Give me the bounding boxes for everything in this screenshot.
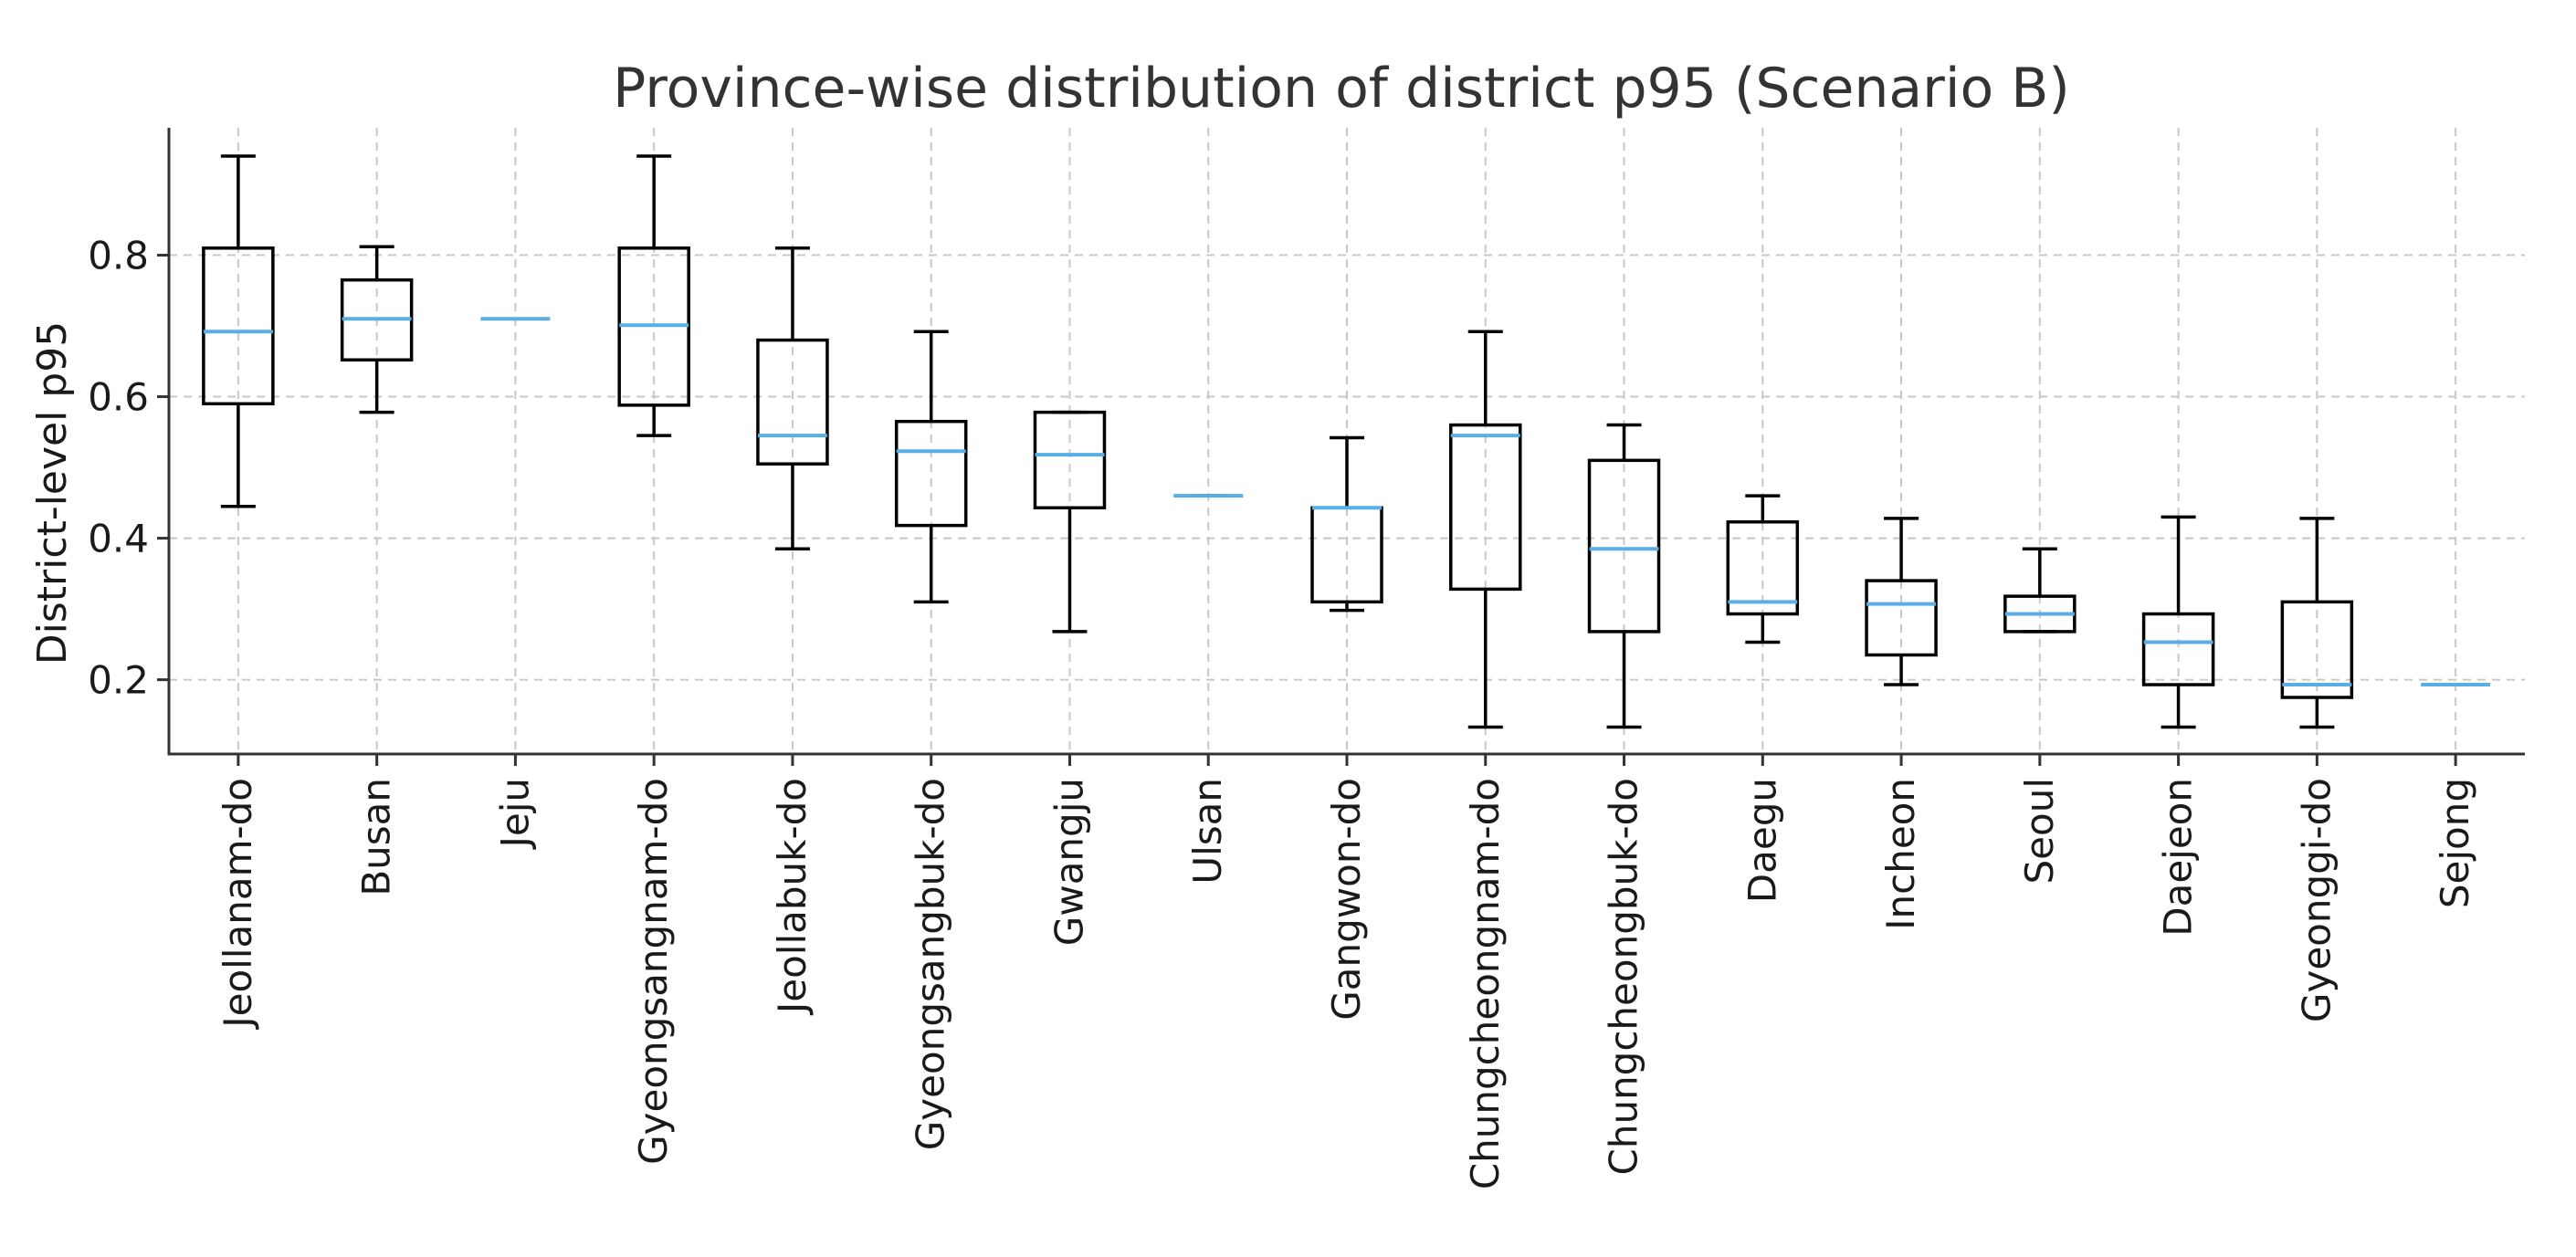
y-tick-label: 0.2 xyxy=(88,658,149,703)
x-tick-label: Ulsan xyxy=(1185,778,1230,885)
iqr-box xyxy=(1033,410,1107,510)
x-tick-label: Gangwon-do xyxy=(1324,778,1369,1021)
box-jeollanam-do xyxy=(202,154,275,508)
box-layer xyxy=(202,154,2491,729)
box-gwangju xyxy=(1033,410,1107,634)
iqr-box xyxy=(1865,579,1938,657)
y-tick-label: 0.6 xyxy=(88,375,149,420)
x-tick-label: Gyeongsangbuk-do xyxy=(909,778,953,1150)
x-tick-label: Jeollabuk-do xyxy=(770,778,815,1016)
chart-title: Province-wise distribution of district p… xyxy=(613,57,2070,120)
iqr-box xyxy=(2280,600,2354,699)
grid-layer xyxy=(169,128,2525,754)
y-axis-ticks: 0.2 0.4 0.6 0.8 xyxy=(88,234,169,703)
x-tick-label: Incheon xyxy=(1878,778,1923,930)
iqr-box xyxy=(756,338,829,466)
box-chungcheongbuk-do xyxy=(1587,423,1661,729)
iqr-box xyxy=(202,246,275,406)
y-tick-label: 0.4 xyxy=(88,517,149,561)
x-tick-label: Jeollanam-do xyxy=(216,778,260,1031)
x-tick-label: Gwangju xyxy=(1046,778,1091,946)
x-tick-label: Seoul xyxy=(2017,778,2062,884)
box-seoul xyxy=(2003,547,2077,634)
box-jeollabuk-do xyxy=(756,246,829,550)
box-daejeon xyxy=(2141,515,2215,729)
iqr-box xyxy=(1587,458,1661,634)
y-tick-label: 0.8 xyxy=(88,234,149,278)
x-tick-label: Jeju xyxy=(492,778,537,851)
x-axis-ticks: Jeollanam-do Busan Jeju Gyeongsangnam-do Jeo… xyxy=(216,754,2477,1189)
iqr-box xyxy=(2141,612,2215,686)
iqr-box xyxy=(1726,520,1800,616)
iqr-box xyxy=(1449,423,1522,592)
box-gyeongsangnam-do xyxy=(617,154,690,437)
y-axis-label: District-level p95 xyxy=(29,321,76,665)
x-tick-label: Gyeongsangnam-do xyxy=(631,778,676,1165)
x-tick-label: Chungcheongbuk-do xyxy=(1602,778,1646,1175)
x-tick-label: Sejong xyxy=(2433,778,2477,908)
axes-spines xyxy=(167,128,2525,756)
x-tick-label: Chungcheongnam-do xyxy=(1463,778,1508,1189)
box-gangwon-do xyxy=(1310,435,1383,613)
axes-layer xyxy=(167,128,2525,756)
box-gyeonggi-do xyxy=(2280,517,2354,729)
box-chungcheongnam-do xyxy=(1449,330,1522,729)
iqr-box xyxy=(894,419,968,528)
x-tick-label: Daejeon xyxy=(2156,778,2201,937)
box-gyeongsangbuk-do xyxy=(894,330,968,604)
box-incheon xyxy=(1865,517,1938,686)
x-tick-label: Daegu xyxy=(1740,778,1784,903)
x-tick-label: Busan xyxy=(354,778,399,896)
x-tick-label: Gyeonggi-do xyxy=(2294,778,2339,1022)
box-busan xyxy=(340,245,414,414)
box-daegu xyxy=(1726,494,1800,644)
